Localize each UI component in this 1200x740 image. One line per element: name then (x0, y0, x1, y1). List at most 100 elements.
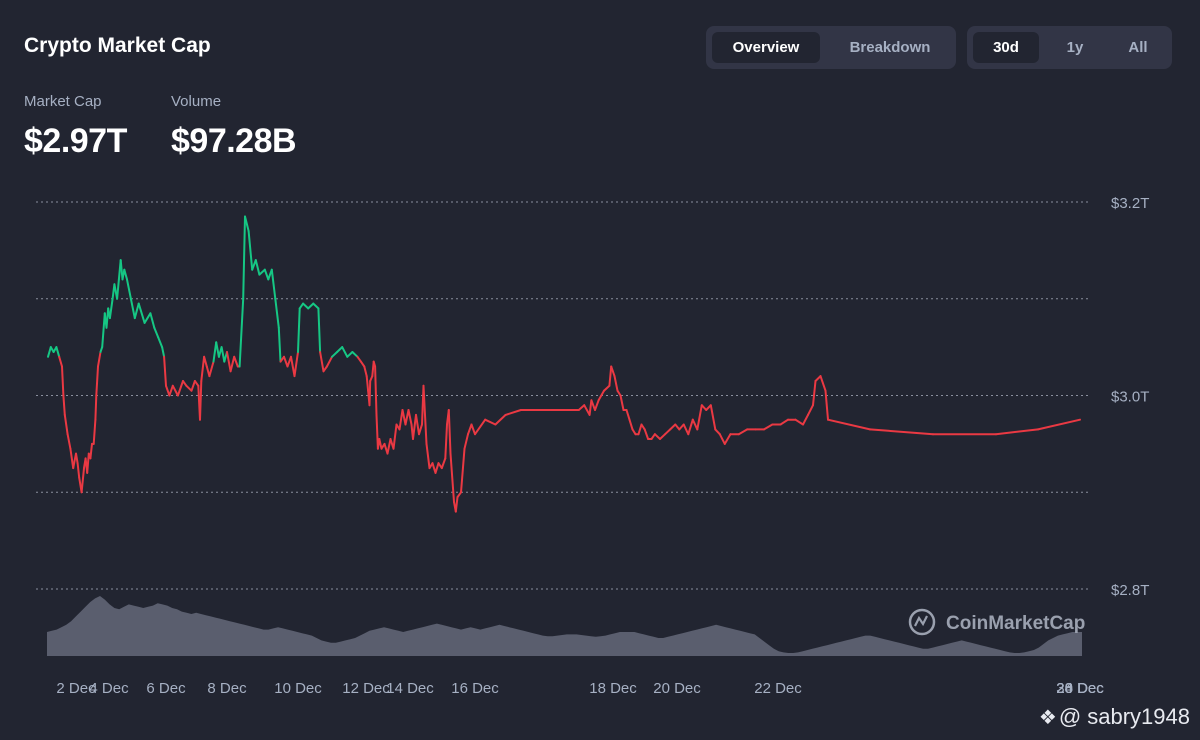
price-line-segment (425, 442, 431, 470)
tab-overview[interactable]: Overview (712, 32, 820, 63)
price-line-segment (233, 355, 239, 368)
price-line-segment (220, 346, 226, 363)
user-watermark: ❖@ sabry1948 (1039, 704, 1190, 730)
range-1y[interactable]: 1y (1066, 39, 1084, 56)
price-line-segment (263, 268, 270, 281)
price-line-segment (374, 365, 378, 416)
price-line-segment (386, 438, 392, 455)
price-line-segment (75, 452, 79, 465)
price-line-segment (412, 413, 417, 440)
price-line-segment (226, 351, 232, 373)
price-line-segment (700, 404, 708, 411)
price-line-segment (440, 457, 447, 470)
price-line-segment (153, 326, 160, 339)
price-line-segment (317, 307, 322, 353)
volume-area (47, 596, 1082, 656)
x-tick-label: 24 Dec (1056, 680, 1104, 697)
price-line-segment (763, 423, 774, 431)
range-all[interactable]: All (1128, 39, 1148, 56)
user-watermark-text: @ sabry1948 (1058, 704, 1190, 729)
price-line-segment (718, 433, 726, 445)
price-line (47, 215, 1081, 513)
price-line-segment (449, 452, 455, 503)
price-line-segment (418, 423, 423, 436)
price-line-segment (460, 447, 466, 494)
price-line-segment (422, 384, 428, 445)
price-line-segment (447, 409, 452, 455)
price-line-segment (203, 355, 208, 368)
price-line-segment (123, 268, 128, 281)
price-line-segment (802, 413, 809, 426)
price-line-segment (190, 380, 196, 392)
price-line-segment (1037, 418, 1081, 431)
x-tick-label: 28 Dec (1056, 680, 1104, 697)
price-line-segment (603, 384, 611, 392)
price-line-segment (368, 380, 372, 407)
price-line-segment (244, 215, 250, 232)
price-line-segment (157, 336, 164, 349)
price-line-segment (351, 351, 359, 358)
price-line-segment (444, 423, 448, 460)
price-line-segment (212, 341, 218, 363)
price-line-segment (619, 394, 625, 411)
price-line-segment (229, 355, 236, 373)
price-line-segment (283, 355, 289, 368)
x-tick-label: 10 Dec (274, 680, 322, 697)
price-line-segment (86, 452, 90, 474)
price-line-segment (97, 351, 102, 368)
price-line-segment (594, 399, 600, 411)
price-line-segment (463, 433, 469, 450)
price-line-segment (824, 389, 829, 421)
x-tick-label: 16 Dec (451, 680, 499, 697)
price-line-segment (242, 215, 246, 300)
price-line-segment (325, 355, 333, 368)
price-line-segment (812, 380, 817, 407)
price-line-segment (149, 312, 156, 329)
price-line-segment (678, 423, 685, 431)
price-line-segment (80, 467, 85, 494)
price-line-segment (454, 496, 459, 513)
range-tabs: 30d 1y All (967, 26, 1172, 69)
x-tick-label: 14 Dec (386, 680, 434, 697)
price-line-segment (794, 418, 804, 426)
view-tabs: Overview Breakdown (706, 26, 956, 69)
price-line-segment (995, 428, 1039, 436)
price-line-segment (659, 433, 667, 440)
price-line-segment (133, 302, 140, 320)
price-line-segment (165, 384, 171, 397)
price-line-segment (163, 355, 167, 387)
y-tick-label: $3.0T (1111, 389, 1149, 406)
y-axis: $3.2T $3.0T $2.8T (1111, 195, 1149, 599)
price-line-segment (628, 418, 634, 431)
price-line-segment (62, 394, 66, 416)
range-30d[interactable]: 30d (973, 32, 1039, 63)
price-line-segment (92, 418, 97, 445)
price-line-segment (215, 341, 220, 358)
price-line-segment (168, 384, 174, 397)
price-line-segment (58, 355, 63, 368)
price-line-segment (827, 418, 871, 431)
price-line-segment (610, 365, 616, 378)
binance-diamond-icon: ❖ (1038, 707, 1057, 729)
price-line-segment (137, 302, 146, 324)
price-line-segment (814, 375, 822, 382)
grid-lines (36, 201, 1090, 590)
x-tick-label: 4 Dec (89, 680, 129, 697)
price-line-segment (807, 404, 814, 416)
coinmarketcap-logo-icon (908, 608, 936, 636)
x-tick-label: 2 Dec (56, 680, 96, 697)
price-line-segment (474, 418, 487, 436)
tab-breakdown[interactable]: Breakdown (849, 39, 931, 56)
price-line-segment (674, 423, 681, 431)
price-line-segment (69, 447, 75, 470)
x-tick-label: 18 Dec (589, 680, 637, 697)
price-line-segment (297, 307, 301, 353)
x-tick-label: 22 Dec (754, 680, 802, 697)
price-line-segment (484, 418, 497, 426)
price-line-segment (869, 428, 934, 436)
price-line-segment (61, 365, 65, 397)
x-tick-label: 8 Dec (207, 680, 247, 697)
price-line-segment (126, 278, 132, 300)
price-line-segment (143, 312, 152, 324)
